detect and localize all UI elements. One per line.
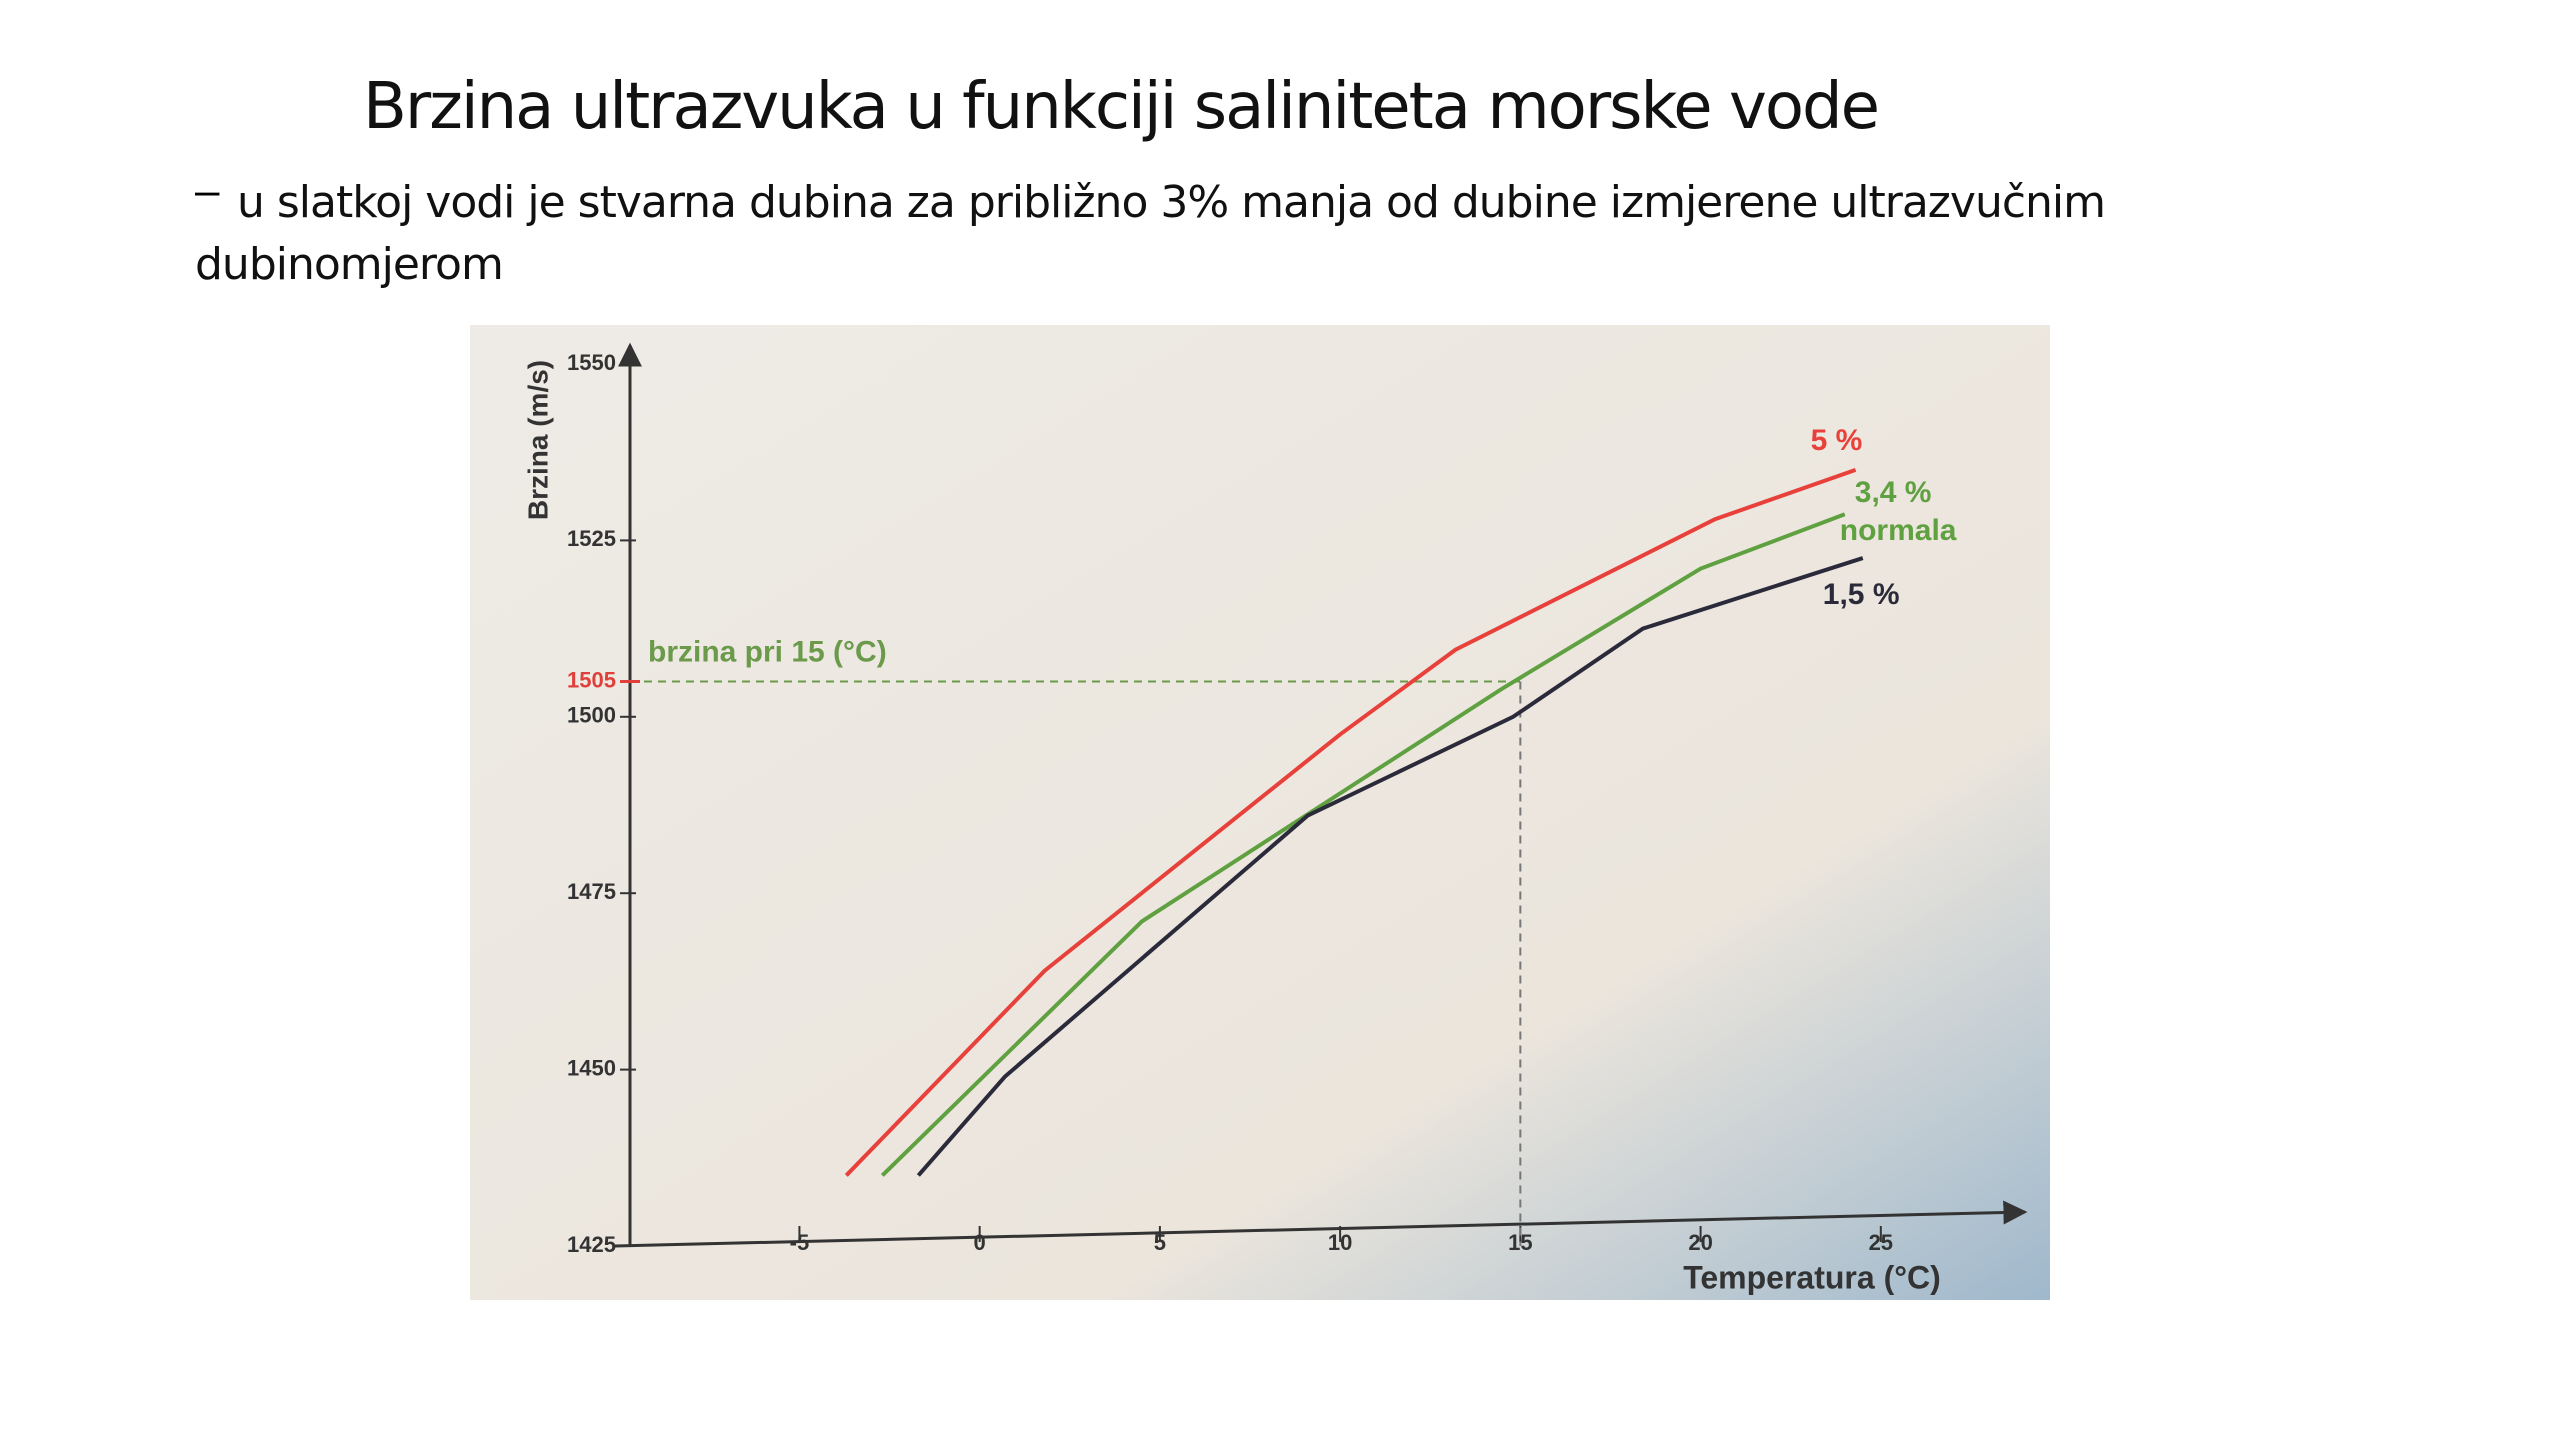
x-tick-label: 0	[974, 1230, 986, 1255]
x-tick-label: 5	[1154, 1230, 1166, 1255]
series-label: 1,5 %	[1823, 578, 1900, 611]
y-tick-label: 1550	[567, 350, 616, 375]
x-axis-label: Temperatura (°C)	[1683, 1259, 1941, 1295]
series-line	[880, 512, 1846, 1177]
y-tick-label: 1450	[567, 1055, 616, 1080]
x-tick-label: 25	[1869, 1230, 1893, 1255]
y-tick-label: 1475	[567, 879, 616, 904]
y-tick-label: 1525	[567, 526, 616, 551]
series-line	[844, 467, 1857, 1177]
x-tick-label: 10	[1328, 1230, 1352, 1255]
x-axis	[614, 1200, 2028, 1248]
y-axis-label: Brzina (m/s)	[522, 360, 553, 520]
bullet: –	[195, 166, 220, 215]
series-annotation: normala	[1840, 514, 1957, 547]
photo-background	[470, 325, 2050, 1300]
reference-label: brzina pri 15 (°C)	[648, 635, 887, 668]
y-tick-label: 1425	[567, 1232, 616, 1257]
series-label: 3,4 %	[1855, 476, 1932, 509]
x-tick-label: -5	[790, 1230, 810, 1255]
y-tick-label: 1500	[567, 703, 616, 728]
reference-tick-label: 1505	[567, 667, 616, 692]
slide-subtitle: u slatkoj vodi je stvarna dubina za prib…	[195, 177, 2106, 290]
series-line	[916, 556, 1864, 1177]
slide-title: Brzina ultrazvuka u funkciji saliniteta …	[363, 70, 1880, 144]
x-tick-label: 20	[1688, 1230, 1712, 1255]
series-label: 5 %	[1811, 424, 1863, 457]
